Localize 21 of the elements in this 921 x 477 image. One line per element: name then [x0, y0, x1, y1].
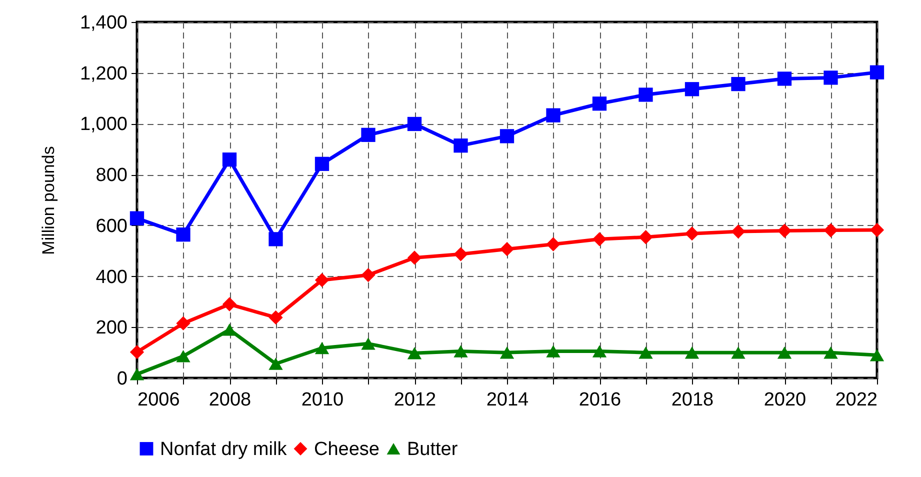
x-tick-label: 2022: [835, 390, 878, 410]
y-tick-label: 400: [96, 266, 128, 288]
y-tick-label: 600: [96, 216, 128, 237]
legend-label: Cheese: [314, 438, 380, 460]
x-tick-label: 2010: [301, 390, 344, 410]
x-tick-label: 2020: [764, 390, 806, 410]
y-tick-label: 1,400: [80, 12, 128, 34]
x-tick-label: 2012: [394, 390, 436, 410]
legend-label: Nonfat dry milk: [160, 438, 288, 460]
y-tick-label: 0: [116, 368, 128, 390]
y-axis-title: Million pounds: [38, 146, 58, 255]
legend-label: Butter: [407, 438, 458, 460]
y-tick-label: 800: [96, 165, 128, 186]
x-tick-label: 2008: [208, 390, 252, 410]
x-tick-label: 2018: [671, 390, 714, 410]
x-tick-label: 2016: [578, 390, 622, 410]
x-tick-label: 2014: [486, 390, 530, 410]
y-tick-label: 1,000: [80, 114, 128, 136]
y-tick-label: 1,200: [80, 63, 128, 84]
x-tick-label: 2006: [138, 390, 180, 410]
y-tick-label: 200: [96, 318, 128, 339]
